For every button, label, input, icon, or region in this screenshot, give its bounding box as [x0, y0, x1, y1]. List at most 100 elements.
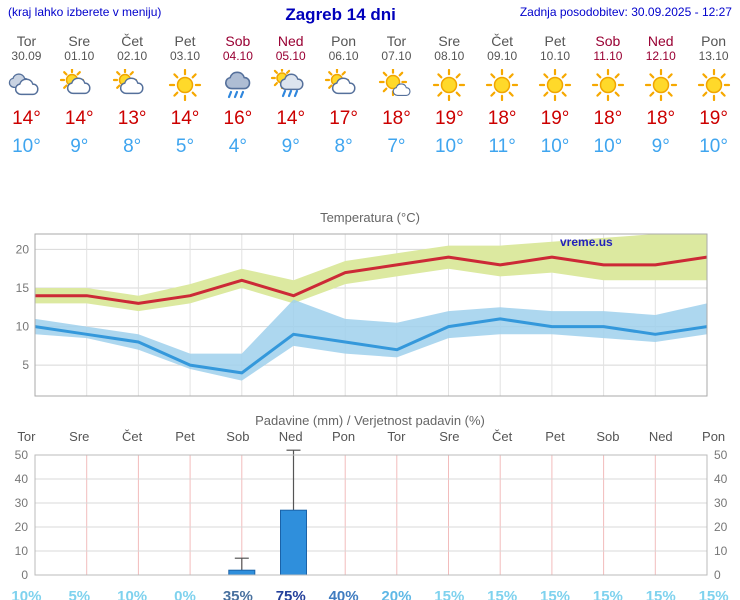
- temp-min: 7°: [387, 136, 406, 157]
- day-date: 13.10: [698, 49, 729, 63]
- precipitation-chart: 0 0 10 10 20 20 30 30 40 40 50 50: [15, 448, 728, 582]
- day-name: Sob: [595, 33, 621, 49]
- partly-cloudy-icon: [113, 69, 144, 95]
- temp-max: 14°: [276, 108, 306, 129]
- partly-cloudy-icon: [324, 69, 356, 95]
- precip-day-label: Sob: [226, 429, 250, 444]
- weather-icon: [476, 66, 529, 104]
- weather-icon: [53, 66, 106, 104]
- weather-icon: [423, 66, 476, 104]
- svg-text:40: 40: [714, 472, 728, 486]
- day-name: Sre: [68, 33, 91, 49]
- temp-min: 9°: [651, 136, 670, 157]
- temp-max: 14°: [12, 108, 41, 129]
- precip-day-label: Ned: [278, 429, 303, 444]
- temperature-chart: 5 10 15 20 vreme.us: [16, 233, 708, 397]
- weather-icon: [0, 66, 53, 104]
- day-date: 11.10: [593, 49, 623, 63]
- sunny-icon: [486, 69, 519, 101]
- precipitation-chart-block: Padavine (mm) / Verjetnost padavin (%) T…: [0, 413, 740, 600]
- svg-text:0: 0: [714, 568, 721, 582]
- svg-text:30: 30: [15, 496, 29, 510]
- temp-max: 18°: [382, 108, 411, 129]
- menu-hint: (kraj lahko izberete v meniju): [8, 5, 162, 19]
- day-column: Sre 01.10 14° 9°: [53, 33, 106, 158]
- day-column: Ned 12.10 18° 9°: [634, 33, 687, 158]
- precip-probability: 15%: [698, 588, 729, 600]
- day-column: Pon 06.10 17° 8°: [317, 33, 370, 158]
- precip-day-labels: Tor Sre Čet Pet Sob Ned Pon Tor Sre Čet Pet Sob Ned P…: [0, 429, 740, 447]
- day-name: Pet: [544, 33, 566, 49]
- sunny-icon: [433, 69, 466, 101]
- temp-max: 14°: [64, 108, 94, 129]
- temp-series: [35, 234, 707, 381]
- day-column: Tor 07.10 18° 7°: [370, 33, 423, 158]
- day-date: 08.10: [434, 49, 465, 63]
- precip-probability: 0%: [174, 588, 196, 600]
- precip-probability: 20%: [381, 588, 412, 600]
- sunny-icon: [697, 69, 730, 101]
- weather-icon: [264, 66, 317, 104]
- weather-icon: [581, 66, 634, 104]
- forecast-strip: Tor 30.09 14° 10° Sre 01.10 14° 9° Čet 02.10 13° 8°…: [0, 33, 740, 158]
- precip-chart-title: Padavine (mm) / Verjetnost padavin (%): [255, 413, 485, 428]
- sunny-icon: [644, 69, 677, 101]
- day-column: Pet 03.10 14° 5°: [159, 33, 212, 158]
- day-date: 04.10: [222, 49, 253, 63]
- temp-min: 10°: [593, 136, 623, 157]
- precip-day-label: Čet: [492, 429, 513, 444]
- svg-text:15: 15: [16, 281, 30, 295]
- temp-max: 19°: [540, 108, 570, 129]
- precip-day-label: Pon: [332, 429, 356, 444]
- day-column: Sre 08.10 19° 10°: [423, 33, 476, 158]
- temperature-chart-block: Temperatura (°C) 5 10 15 20 vreme.us: [0, 210, 740, 411]
- weather-icon: [106, 66, 159, 104]
- temp-min: 10°: [540, 136, 570, 157]
- temp-max: 18°: [593, 108, 623, 129]
- last-update: Zadnja posodobitev: 30.09.2025 - 12:27: [519, 5, 732, 19]
- precip-day-label: Tor: [387, 429, 406, 444]
- svg-text:30: 30: [714, 496, 728, 510]
- temp-min: 10°: [434, 136, 464, 157]
- precip-probability: 5%: [68, 588, 91, 600]
- day-date: 12.10: [645, 49, 676, 63]
- svg-text:20: 20: [15, 520, 29, 534]
- temp-max: 19°: [699, 108, 728, 129]
- svg-text:10: 10: [16, 320, 30, 334]
- temp-max: 13°: [117, 108, 147, 129]
- weather-icon: [370, 66, 423, 104]
- day-column: Čet 02.10 13° 8°: [106, 33, 159, 158]
- svg-text:20: 20: [16, 242, 30, 256]
- day-name: Ned: [277, 33, 304, 49]
- cloudy-icon: [9, 73, 39, 96]
- day-name: Pon: [701, 33, 727, 49]
- weather-icon: [211, 66, 264, 104]
- day-date: 01.10: [64, 49, 95, 63]
- svg-text:10: 10: [15, 544, 29, 558]
- precip-probability-row: 10% 5% 10% 0% 35% 75% 40% 20% 15% 15% 15% 15% 15% 15%: [0, 588, 740, 600]
- temp-min: 8°: [334, 136, 353, 157]
- svg-text:10: 10: [714, 544, 728, 558]
- day-date: 07.10: [381, 49, 412, 63]
- day-column: Sob 04.10 16° 4°: [211, 33, 264, 158]
- day-name: Ned: [647, 33, 674, 49]
- precip-day-label: Sre: [439, 429, 460, 444]
- temp-max: 18°: [646, 108, 676, 129]
- day-date: 30.09: [11, 49, 42, 63]
- precip-day-label: Tor: [17, 429, 36, 444]
- day-name: Sob: [225, 33, 251, 49]
- day-column: Čet 09.10 18° 11°: [476, 33, 529, 158]
- weather-icon: [159, 66, 212, 104]
- day-date: 06.10: [328, 49, 359, 63]
- temp-min: 10°: [699, 136, 728, 157]
- day-name: Tor: [16, 33, 37, 49]
- weather-icon: [687, 66, 740, 104]
- precip-probability: 40%: [328, 588, 359, 600]
- day-column: Sob 11.10 18° 10°: [581, 33, 634, 158]
- day-date: 03.10: [169, 49, 201, 63]
- temp-max: 19°: [434, 108, 464, 129]
- temp-max: 16°: [223, 108, 253, 129]
- svg-text:20: 20: [714, 520, 728, 534]
- day-date: 09.10: [487, 49, 518, 63]
